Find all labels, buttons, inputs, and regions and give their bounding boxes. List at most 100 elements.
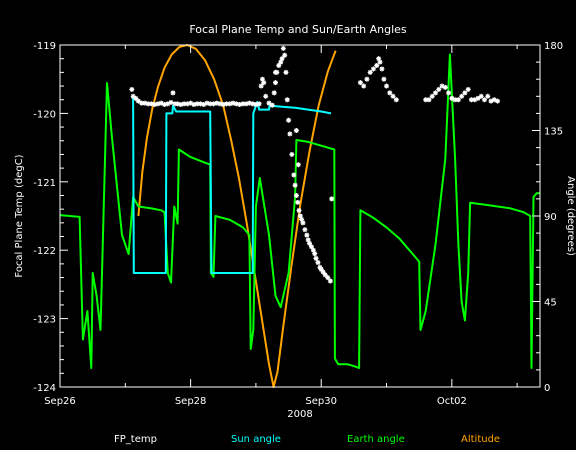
fp-temp-point: [191, 102, 197, 108]
fp-temp-point: [462, 90, 468, 96]
fp-temp-point: [287, 131, 293, 137]
legend-item-sun-angle: Sun angle: [231, 434, 281, 445]
fp-temp-point: [165, 101, 171, 107]
fp-temp-point: [253, 102, 259, 108]
fp-temp-point: [455, 97, 461, 103]
fp-temp-point: [210, 101, 216, 107]
fp-temp-point: [250, 101, 256, 107]
fp-temp-point: [293, 128, 299, 133]
fp-temp-point: [449, 95, 455, 101]
legend-item-altitude: Altitude: [461, 434, 501, 445]
fp-temp-point: [329, 196, 335, 202]
fp-temp-point: [139, 100, 145, 106]
series-layer: [59, 44, 540, 388]
fp-temp-point: [320, 269, 326, 275]
fp-temp-point: [240, 101, 246, 107]
fp-temp-point: [266, 100, 272, 106]
fp-temp-point: [357, 80, 363, 86]
y-axis-left-label: Focal Plane Temp (degC): [14, 154, 25, 277]
chart-title: Focal Plane Temp and Sun/Earth Angles: [189, 23, 407, 36]
fp-temp-point: [433, 90, 439, 96]
legend-item-fp-temp: FP_temp: [114, 434, 157, 445]
fp-temp-point: [237, 102, 243, 108]
fp-temp-point: [292, 182, 298, 188]
fp-temp-point: [459, 93, 465, 99]
x-tick-label: Sep30: [305, 396, 337, 407]
fp-temp-point: [370, 66, 376, 72]
y-left-tick-label: -121: [33, 178, 56, 189]
fp-temp-point: [452, 97, 458, 103]
fp-temp-point: [148, 101, 154, 107]
x-axis-label: 2008: [287, 409, 312, 420]
fp-temp-point: [178, 102, 184, 108]
fp-temp-point: [201, 102, 207, 108]
fp-temp-point: [217, 101, 223, 107]
fp-temp-point: [446, 90, 452, 96]
fp-temp-point: [442, 84, 448, 90]
fp-temp-point: [299, 216, 305, 222]
fp-temp-point: [465, 86, 471, 92]
y-left-tick-label: -120: [33, 109, 56, 120]
fp-temp-point: [263, 93, 269, 99]
fp-temp-point: [135, 98, 141, 104]
fp-temp-point: [387, 90, 393, 96]
fp-temp-point: [282, 52, 288, 58]
fp-temp-point: [243, 101, 249, 107]
y-axis-right-label: Angle (degrees): [565, 176, 576, 256]
series-altitude-line: [137, 44, 337, 388]
fp-temp-point: [168, 99, 174, 105]
fp-temp-point: [304, 232, 310, 238]
fp-temp-point: [390, 93, 396, 99]
fp-temp-point: [172, 101, 178, 107]
fp-temp-point: [184, 101, 190, 107]
fp-temp-point: [423, 97, 429, 103]
fp-temp-point: [325, 275, 331, 281]
x-tick-label: Sep26: [44, 396, 76, 407]
y-right-tick-label: 45: [544, 298, 557, 309]
fp-temp-point: [295, 162, 301, 168]
fp-temp-point: [214, 100, 220, 106]
fp-temp-point: [224, 101, 230, 107]
fp-temp-point: [429, 93, 435, 99]
fp-temp-point: [170, 90, 176, 96]
fp-temp-point: [472, 97, 478, 103]
fp-temp-point: [230, 100, 236, 106]
fp-temp-point: [279, 56, 285, 62]
x-tick-label: Sep28: [175, 396, 207, 407]
fp-temp-point: [300, 220, 306, 226]
fp-temp-point: [284, 97, 290, 103]
y-right-tick-label: 180: [544, 41, 563, 52]
y-left-tick-label: -124: [33, 383, 56, 394]
fp-temp-point: [379, 66, 385, 72]
fp-temp-point: [393, 97, 399, 103]
fp-temp-point: [286, 117, 292, 123]
fp-temp-point: [256, 101, 262, 107]
y-left-tick-label: -119: [33, 41, 56, 52]
fp-temp-point: [381, 76, 387, 82]
fp-temp-point: [291, 172, 297, 178]
fp-temp-point: [478, 93, 484, 99]
fp-temp-point: [374, 63, 380, 69]
fp-temp-point: [436, 86, 442, 92]
fp-temp-point: [258, 83, 264, 89]
fp-temp-point: [283, 69, 289, 75]
fp-temp-point: [269, 102, 275, 108]
y-right-tick-label: 135: [544, 127, 563, 138]
fp-temp-point: [297, 213, 303, 219]
fp-temp-point: [227, 101, 233, 107]
fp-temp-point: [220, 102, 226, 108]
fp-temp-point: [468, 97, 474, 103]
fp-temp-point: [130, 93, 136, 99]
fp-temp-point: [273, 80, 279, 86]
fp-temp-point: [289, 151, 295, 157]
legend-item-earth-angle: Earth angle: [347, 434, 405, 445]
axes-layer: -124 -123 -122 -121 -120 -119 0 45 90 135 180 Sep26…: [33, 41, 563, 407]
fp-temp-point: [384, 83, 390, 89]
series-fp-temp: [129, 45, 501, 284]
fp-temp-point: [481, 97, 487, 103]
fp-temp-point: [364, 76, 370, 82]
fp-temp-point: [295, 199, 301, 205]
fp-temp-point: [313, 255, 319, 261]
fp-temp-point: [475, 95, 481, 101]
